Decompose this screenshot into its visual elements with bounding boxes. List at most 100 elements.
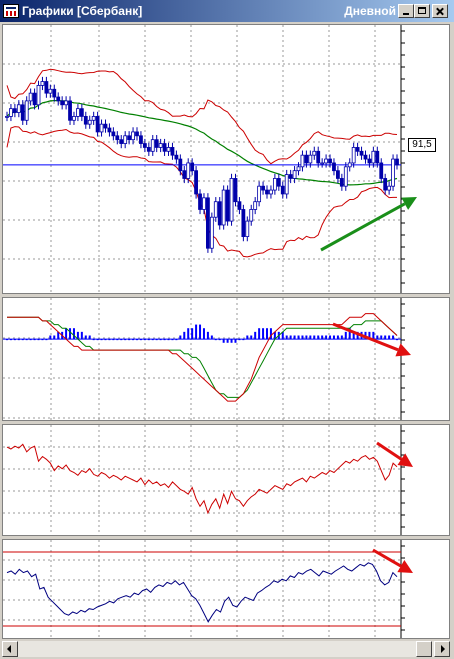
macd-histogram-bar (281, 331, 284, 340)
macd-histogram-bar (124, 339, 127, 341)
minimize-button[interactable] (398, 4, 414, 18)
scroll-right-button[interactable] (434, 641, 450, 657)
candle-body (111, 131, 116, 137)
macd-histogram-bar (242, 339, 245, 341)
macd-histogram-bar (222, 339, 225, 343)
candle-body (87, 119, 92, 125)
candle-body (272, 178, 277, 191)
red-arrow-oscillator-head (397, 453, 413, 467)
macd-histogram-bar (289, 335, 292, 340)
macd-histogram-bar (238, 339, 241, 341)
bollinger-lower-line (6, 126, 397, 258)
macd-histogram-bar (9, 339, 12, 341)
moving-average-line (6, 99, 398, 186)
green-arrow-head (401, 197, 417, 210)
candle-body (194, 170, 198, 195)
candle-body (367, 158, 372, 164)
oscillator-blue-chart (3, 540, 413, 638)
macd-histogram-bar (112, 339, 115, 341)
macd-histogram-bar (45, 339, 48, 341)
macd-histogram-bar (380, 335, 383, 340)
macd-histogram-bar (202, 328, 205, 340)
scroll-left-button[interactable] (2, 641, 18, 657)
candle-body (12, 108, 17, 113)
candle-body (249, 209, 254, 222)
candle-body (99, 123, 104, 133)
macd-histogram-bar (372, 331, 375, 340)
candle-body (9, 108, 13, 117)
candle-body (292, 170, 297, 179)
red-arrow-oscillator-shaft (376, 441, 403, 461)
macd-histogram-bar (246, 335, 249, 340)
candle-body (103, 123, 108, 129)
macd-histogram-bar (329, 335, 332, 340)
macd-line (7, 313, 398, 402)
candle-body (206, 197, 210, 249)
macd-histogram-bar (88, 335, 91, 340)
macd-histogram-bar (132, 339, 135, 341)
candle-body (174, 154, 179, 160)
candle-body (217, 201, 222, 226)
macd-histogram-bar (388, 335, 391, 340)
scroll-thumb[interactable] (416, 641, 432, 657)
candle-body (64, 100, 68, 106)
macd-histogram-bar (37, 339, 40, 341)
candle-body (119, 139, 124, 144)
green-arrow-shaft (320, 202, 406, 252)
macd-histogram-bar (139, 339, 142, 341)
candle-body (316, 150, 321, 164)
macd-histogram-bar (285, 335, 288, 340)
red-arrow-blue-oscillator-shaft (372, 548, 402, 568)
macd-histogram-bar (210, 335, 213, 340)
macd-histogram-bar (33, 339, 36, 341)
chart-app-icon[interactable] (3, 4, 19, 18)
candle-body (284, 174, 289, 195)
candle-body (351, 147, 356, 164)
macd-histogram-bar (76, 331, 79, 340)
oscillator-red-panel[interactable] (2, 424, 450, 536)
macd-histogram-bar (269, 328, 272, 340)
macd-histogram-bar (120, 339, 123, 341)
price-chart (3, 25, 417, 293)
candle-body (269, 189, 273, 195)
candle-body (343, 166, 348, 187)
macd-histogram-bar (57, 331, 60, 340)
candle-body (198, 193, 202, 210)
macd-histogram-bar (179, 335, 182, 340)
candle-body (95, 116, 100, 133)
candle-body (320, 162, 325, 165)
price-chart-panel[interactable] (2, 24, 450, 294)
candle-body (190, 162, 195, 172)
candle-body (363, 154, 368, 160)
macd-histogram-bar (21, 339, 24, 341)
candle-body (142, 143, 147, 148)
horizontal-scrollbar[interactable] (2, 641, 450, 657)
candle-body (296, 166, 301, 172)
candle-body (5, 116, 9, 118)
candle-body (233, 178, 238, 203)
candle-body (56, 96, 61, 102)
close-button[interactable] (432, 4, 448, 18)
macd-histogram-bar (262, 328, 265, 340)
macd-histogram-bar (199, 324, 202, 340)
title-bar[interactable]: Графики [Сбербанк] Дневной (0, 0, 454, 22)
macd-histogram-bar (69, 328, 72, 340)
candle-body (225, 189, 230, 222)
candle-body (304, 154, 309, 164)
macd-histogram-bar (384, 335, 387, 340)
macd-histogram-bar (167, 339, 170, 341)
macd-panel[interactable] (2, 297, 450, 421)
macd-histogram-bar (6, 339, 8, 341)
macd-histogram-bar (29, 339, 32, 341)
candle-body (154, 139, 159, 148)
macd-histogram-bar (348, 328, 351, 340)
candle-body (166, 147, 171, 152)
oscillator-blue-panel[interactable] (2, 539, 450, 639)
candle-body (52, 88, 57, 98)
candle-body (170, 147, 175, 156)
candle-body (162, 143, 167, 152)
macd-histogram-bar (218, 339, 221, 341)
macd-histogram-bar (108, 339, 111, 341)
maximize-button[interactable] (414, 4, 430, 18)
